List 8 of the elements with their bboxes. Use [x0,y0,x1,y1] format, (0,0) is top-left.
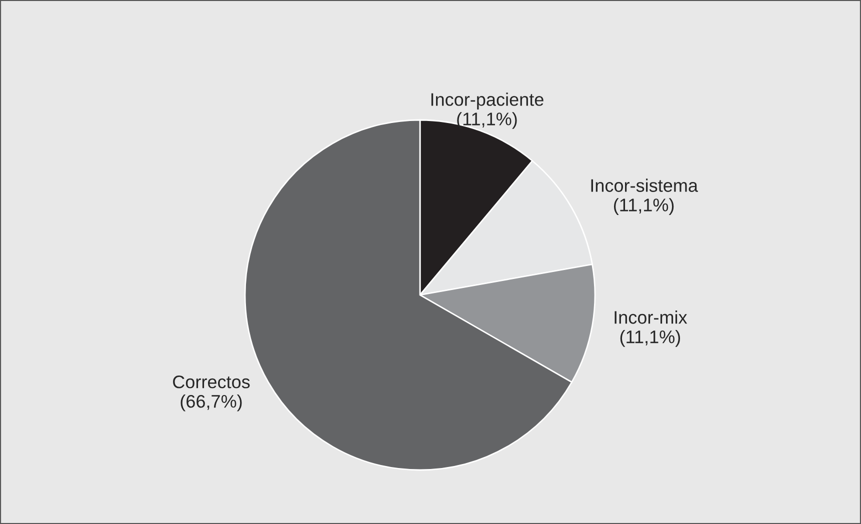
slice-label: Incor-mix [614,310,688,324]
data-label: (11,1%) [620,330,680,347]
data-label: (66,7%) [180,394,242,412]
slice-label: Correctos [173,376,250,388]
data-label: (11,1%) [457,112,517,129]
slice-label: Incor-sistema [591,178,698,192]
slice-label: Incor-paciente [431,92,544,110]
data-label: (11,1%) [614,198,674,215]
